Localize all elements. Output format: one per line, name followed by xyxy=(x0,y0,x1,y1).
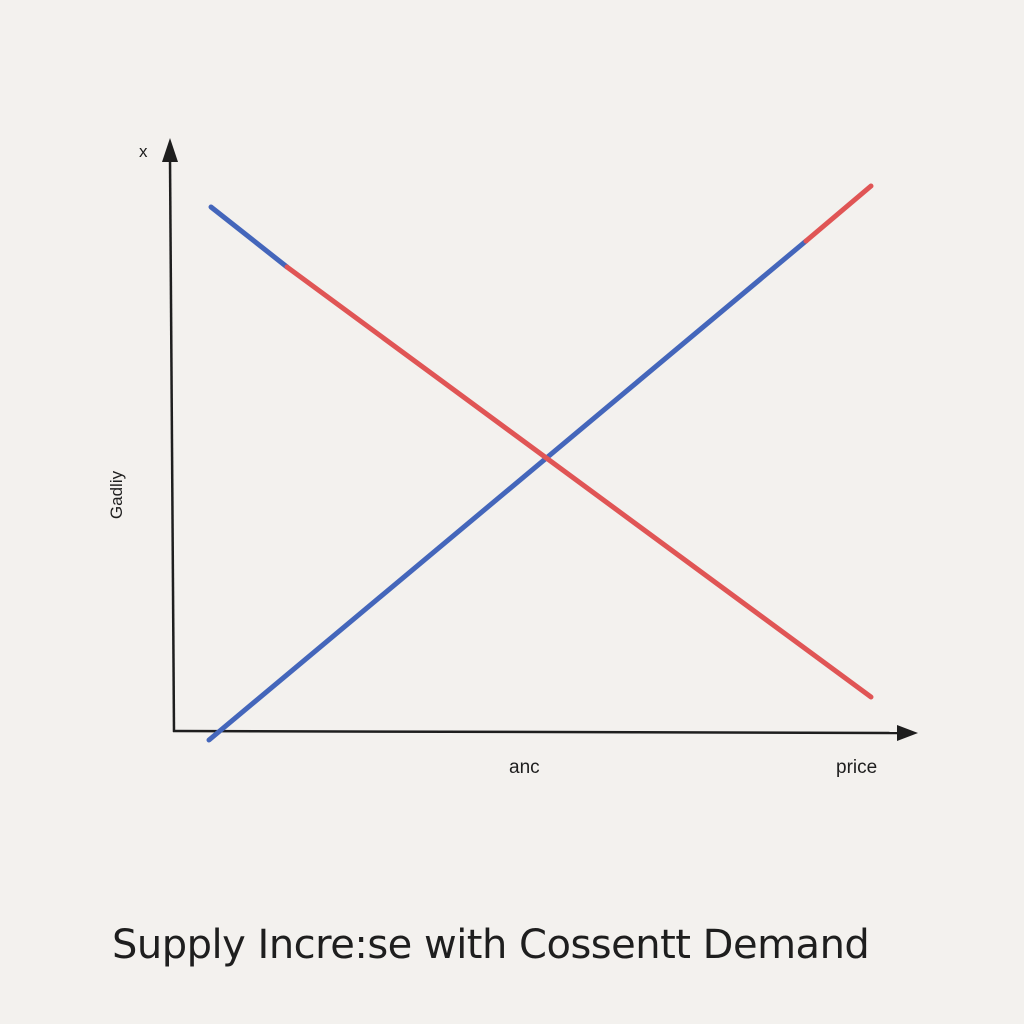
x-axis-mid-label: anc xyxy=(509,757,540,778)
chart-title: Supply Incre:se with Cossentt Demand xyxy=(112,922,870,968)
y-axis-top-label: x xyxy=(139,142,148,161)
x-axis xyxy=(172,725,918,741)
x-axis-label: price xyxy=(836,757,878,778)
y-axis xyxy=(162,138,178,733)
supply-line xyxy=(206,183,874,743)
y-axis-arrow-icon xyxy=(162,138,178,162)
y-axis-label: Gadliy xyxy=(107,470,126,520)
demand-line xyxy=(208,204,874,700)
x-axis-arrow-icon xyxy=(897,725,918,741)
